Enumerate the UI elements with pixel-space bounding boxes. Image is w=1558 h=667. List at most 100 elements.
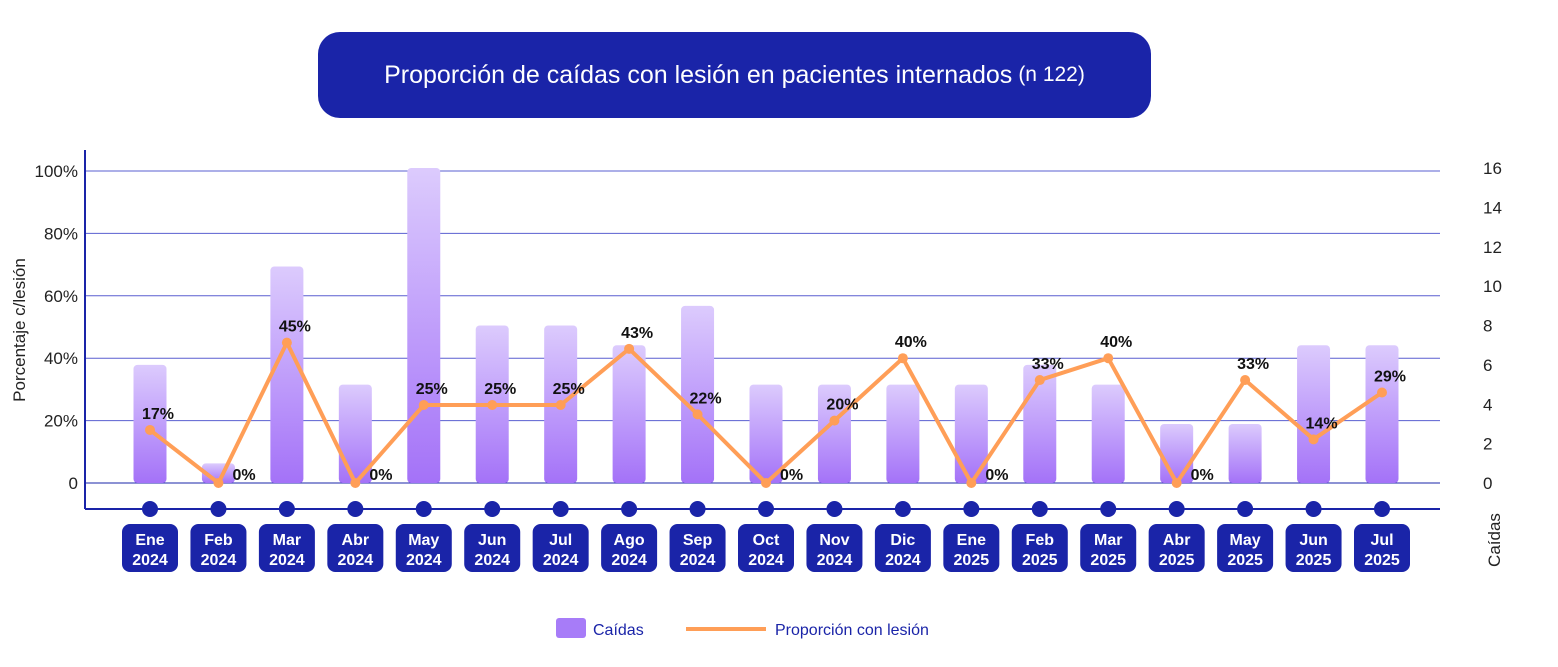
- line-point: [829, 415, 840, 426]
- bar-caidas: [1228, 423, 1262, 483]
- line-point: [1171, 478, 1182, 488]
- bar-caidas: [1160, 423, 1194, 483]
- line-point: [1103, 353, 1114, 364]
- bar-caidas: [338, 384, 372, 483]
- y2-axis-title: Caídas: [1485, 513, 1504, 567]
- data-label: 0%: [232, 467, 255, 484]
- bar-caidas: [886, 384, 920, 483]
- bar-caidas: [954, 384, 988, 483]
- data-label: 0%: [985, 467, 1008, 484]
- bar-caidas: [270, 266, 304, 483]
- line-point: [555, 400, 566, 410]
- timeline-dot: [1168, 501, 1185, 517]
- category-year: 2024: [132, 552, 168, 569]
- timeline-dot: [278, 501, 295, 517]
- data-label: 25%: [553, 381, 585, 398]
- category-year: 2025: [1296, 552, 1332, 569]
- y-tick-label: 20%: [44, 412, 78, 431]
- y2-tick-label: 2: [1483, 435, 1492, 454]
- category-month: Feb: [1026, 532, 1055, 549]
- line-point: [418, 400, 429, 410]
- y2-tick-label: 12: [1483, 238, 1502, 257]
- category-badge: [669, 524, 726, 572]
- line-point: [1377, 387, 1387, 398]
- data-label: 43%: [621, 325, 653, 342]
- category-year: 2024: [885, 552, 921, 569]
- category-month: Ene: [957, 532, 986, 549]
- timeline-dot: [1305, 501, 1322, 517]
- timeline-dot: [484, 501, 501, 517]
- data-label: 0%: [1191, 467, 1214, 484]
- line-point: [145, 424, 155, 435]
- category-month: Jul: [549, 532, 572, 549]
- category-month: Nov: [819, 532, 849, 549]
- y-tick-label: 60%: [44, 287, 78, 306]
- category-badge: [738, 524, 794, 572]
- bar-caidas: [407, 168, 441, 483]
- data-label: 29%: [1374, 369, 1406, 386]
- category-year: 2024: [406, 552, 442, 569]
- data-label: 33%: [1032, 356, 1064, 373]
- category-month: Dic: [890, 532, 915, 549]
- legend-bar-swatch: [556, 618, 586, 638]
- bar-caidas: [681, 305, 715, 483]
- bar-caidas: [1365, 345, 1399, 483]
- category-month: Abr: [342, 532, 370, 549]
- y2-tick-label: 10: [1483, 277, 1502, 296]
- bar-caidas: [749, 384, 783, 483]
- category-badge: [806, 524, 863, 572]
- category-badge: [327, 524, 384, 572]
- category-month: Oct: [753, 532, 780, 549]
- category-badge: [532, 524, 589, 572]
- category-year: 2024: [338, 552, 374, 569]
- y-tick-label: 80%: [44, 224, 78, 243]
- line-point: [350, 478, 361, 488]
- category-month: Feb: [204, 532, 233, 549]
- category-year: 2024: [543, 552, 579, 569]
- category-year: 2024: [269, 552, 305, 569]
- y2-tick-label: 16: [1483, 159, 1502, 178]
- data-label: 17%: [142, 406, 174, 423]
- category-month: Ago: [614, 532, 645, 549]
- category-month: Jun: [1299, 532, 1327, 549]
- line-point: [487, 400, 498, 410]
- y-tick-label: 40%: [44, 349, 78, 368]
- title-note: (n 122): [1018, 63, 1085, 86]
- category-badge: [943, 524, 1000, 572]
- legend-label: Caídas: [593, 622, 644, 639]
- bar-caidas: [817, 384, 851, 483]
- timeline-dot: [621, 501, 638, 517]
- bar-caidas: [133, 364, 167, 483]
- data-label: 40%: [1100, 334, 1132, 351]
- line-point: [897, 353, 908, 364]
- data-label: 25%: [416, 381, 448, 398]
- line-point: [692, 409, 703, 420]
- category-month: Abr: [1163, 532, 1191, 549]
- category-badge: [395, 524, 452, 572]
- timeline-dot: [1100, 501, 1117, 517]
- data-label: 14%: [1306, 415, 1338, 432]
- bar-caidas: [1091, 384, 1125, 483]
- category-year: 2024: [748, 552, 784, 569]
- category-badge: [874, 524, 931, 572]
- category-badge: [190, 524, 247, 572]
- timeline-dot: [826, 501, 843, 517]
- y2-tick-label: 0: [1483, 474, 1492, 493]
- data-label: 22%: [690, 390, 722, 407]
- line-point: [761, 478, 771, 488]
- data-label: 33%: [1237, 356, 1269, 373]
- bar-caidas: [612, 345, 646, 483]
- category-month: Jun: [478, 532, 506, 549]
- category-year: 2024: [680, 552, 716, 569]
- category-badge: [464, 524, 521, 572]
- category-month: Mar: [273, 532, 301, 549]
- line-point: [1034, 375, 1045, 386]
- data-label: 25%: [484, 381, 516, 398]
- line-point: [1240, 375, 1251, 386]
- category-badge: [1217, 524, 1274, 572]
- category-badge: [1354, 524, 1410, 572]
- title-text: Proporción de caídas con lesión en pacie…: [384, 60, 1013, 89]
- category-year: 2025: [1364, 552, 1400, 569]
- bar-caidas: [1297, 345, 1331, 483]
